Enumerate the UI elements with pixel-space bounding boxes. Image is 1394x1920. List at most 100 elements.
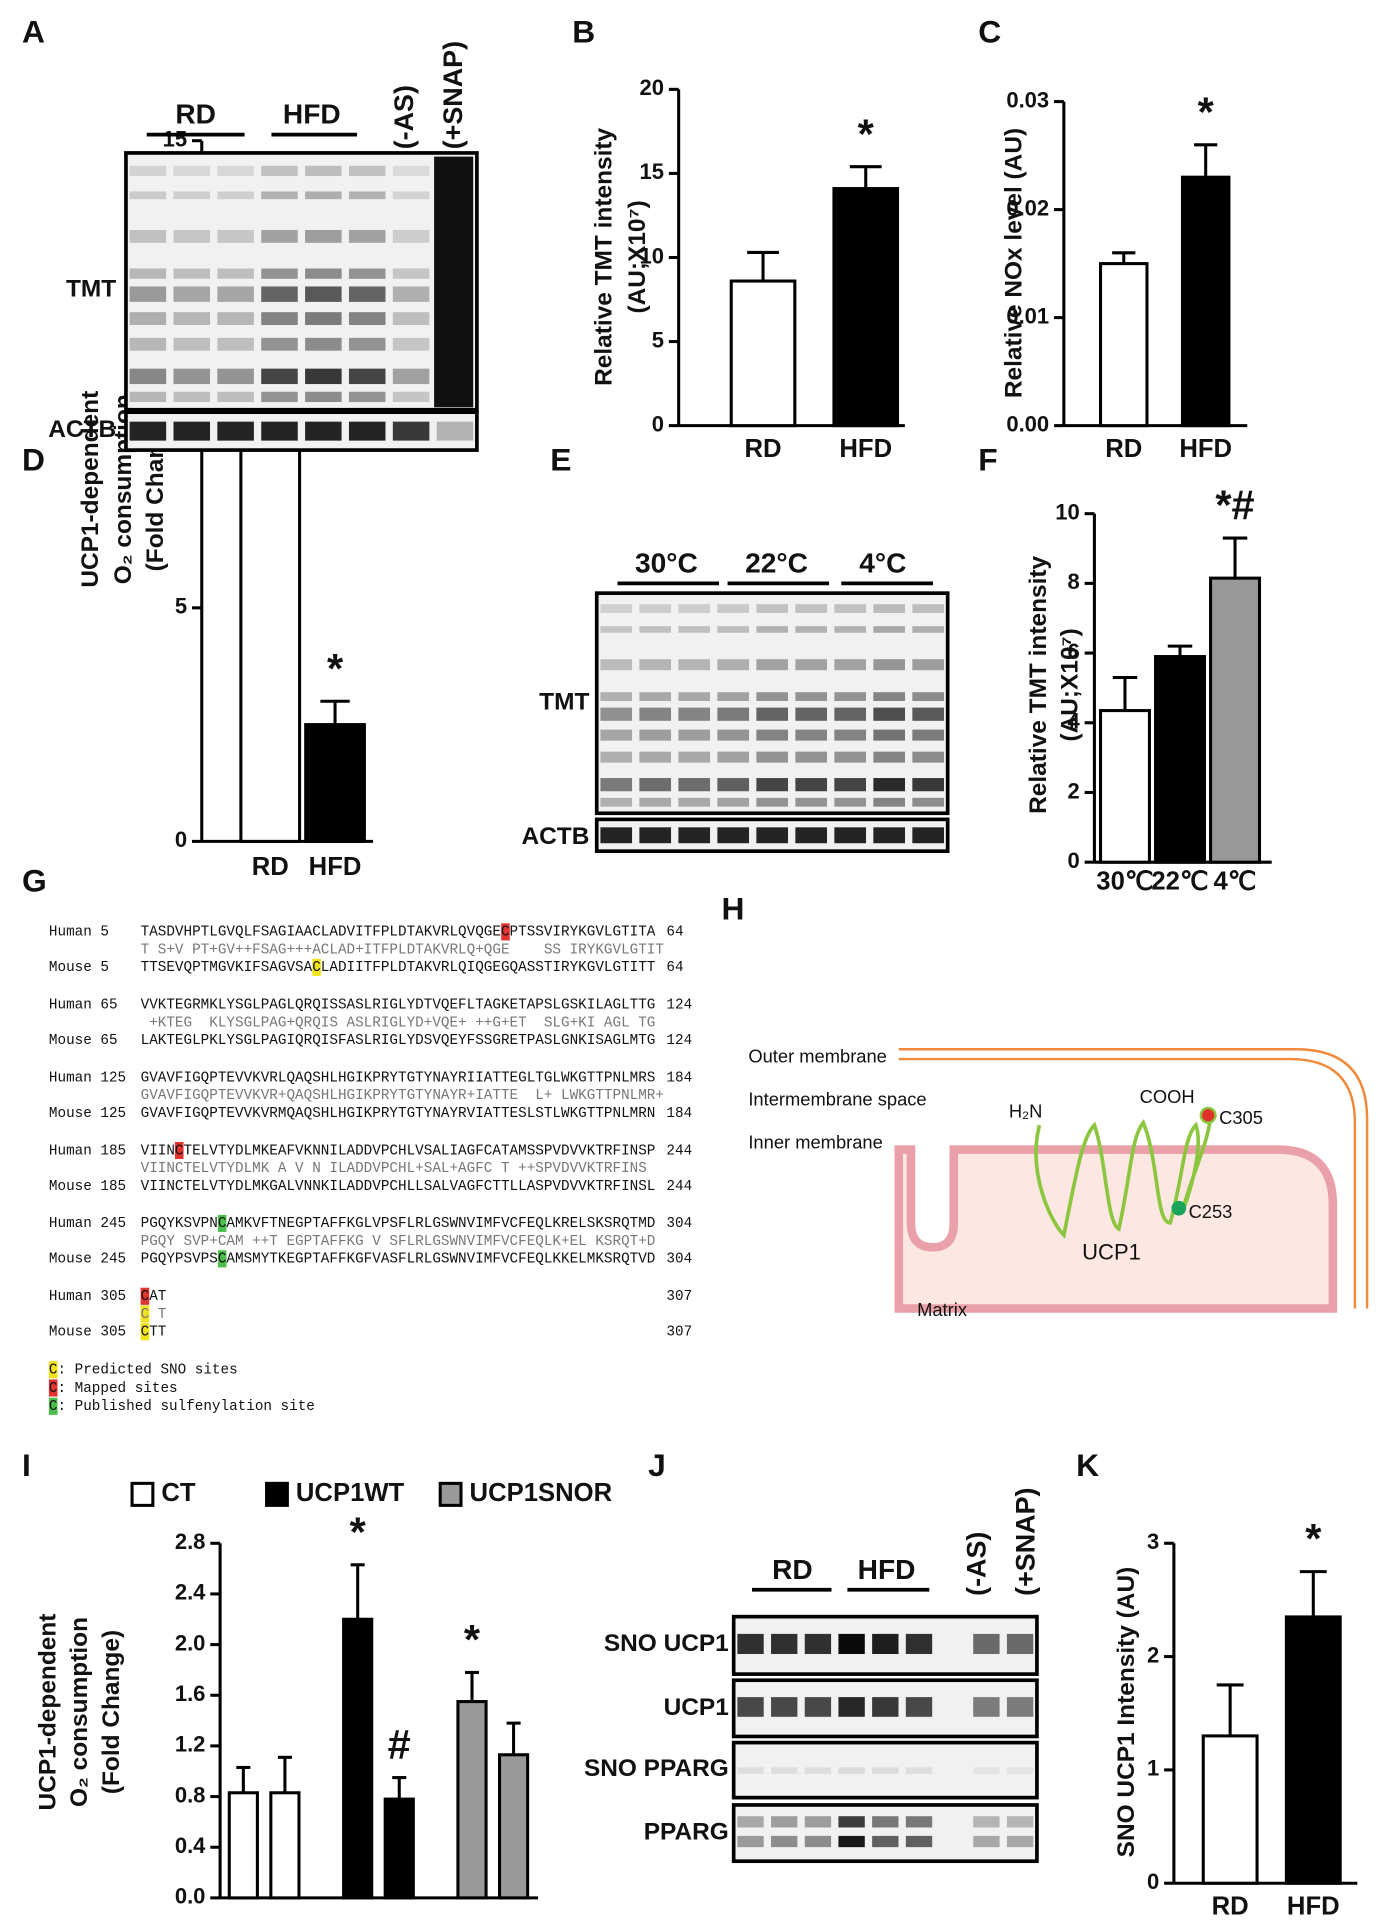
blot-band bbox=[305, 165, 342, 177]
ucp1-chain bbox=[1034, 1112, 1213, 1239]
blot-band bbox=[678, 659, 711, 671]
blot-band bbox=[600, 729, 633, 741]
blot-band bbox=[834, 626, 867, 633]
y-tick-label: 0.03 bbox=[1006, 87, 1049, 112]
blot-band bbox=[912, 797, 945, 807]
blot-band bbox=[905, 1816, 933, 1828]
blot-band bbox=[905, 1835, 933, 1848]
blot-band bbox=[348, 191, 386, 200]
blot-band bbox=[600, 659, 633, 671]
blot-band bbox=[129, 286, 167, 302]
blot-band bbox=[392, 368, 430, 385]
blot-band bbox=[737, 1816, 764, 1828]
annotation: * bbox=[858, 110, 875, 157]
blot-band bbox=[639, 729, 672, 741]
blot-band bbox=[261, 337, 298, 351]
annotation: * bbox=[1198, 88, 1215, 135]
blot-frame bbox=[124, 151, 479, 412]
diagram-label: Outer membrane bbox=[748, 1046, 887, 1067]
blot-band bbox=[905, 1767, 933, 1774]
blot-band bbox=[795, 659, 828, 671]
seq-name: Human 5 bbox=[49, 925, 109, 941]
blot-band bbox=[771, 1697, 798, 1717]
seq-match: +KTEG KLYSGLPAG+QRQIS ASLRIGLYD+VQE+ ++G… bbox=[141, 1015, 656, 1031]
blot-band bbox=[348, 286, 386, 302]
blot-band bbox=[838, 1816, 865, 1828]
blot-band bbox=[873, 692, 906, 702]
x-tick-label: HFD bbox=[1179, 435, 1232, 463]
seq: TASDVHPTLGVQLFSAGIAACLADVITFPLDTAKVRLQVQ… bbox=[141, 925, 656, 941]
y-tick-label: 0 bbox=[1067, 848, 1079, 873]
y-tick-label: 2.8 bbox=[175, 1529, 206, 1554]
blot-band bbox=[600, 778, 633, 792]
bar bbox=[497, 1753, 530, 1900]
y-tick-label: 3 bbox=[1147, 1529, 1159, 1554]
panel-letter: C bbox=[978, 14, 1001, 50]
blot-band bbox=[1006, 1835, 1034, 1848]
blot-band bbox=[678, 797, 711, 807]
blot-band bbox=[872, 1767, 899, 1774]
blot-band bbox=[392, 229, 430, 243]
panel-letter: H bbox=[721, 890, 744, 926]
blot-row-label: SNO UCP1 bbox=[604, 1630, 729, 1657]
blot-band bbox=[217, 191, 254, 200]
blot-band bbox=[873, 604, 906, 613]
seq: VVKTEGRMKLYSGLPAGLQRQISSASLRIGLYDTVQEFLT… bbox=[141, 998, 656, 1014]
blot-band bbox=[717, 707, 750, 721]
blot-band bbox=[305, 286, 342, 302]
blot-lane bbox=[434, 156, 474, 408]
blot-band bbox=[1006, 1633, 1034, 1655]
y-tick-label: 15 bbox=[163, 127, 187, 152]
y-tick-label: 2 bbox=[1147, 1642, 1159, 1667]
legend-swatch bbox=[48, 1361, 58, 1379]
blot-band bbox=[639, 604, 672, 613]
site-highlight bbox=[140, 1287, 150, 1305]
blot-band bbox=[305, 191, 342, 200]
blot-band bbox=[600, 604, 633, 613]
diagram-label: H₂N bbox=[1009, 1101, 1043, 1122]
blot-band bbox=[678, 751, 711, 763]
blot-band bbox=[678, 827, 711, 844]
seq: TTSEVQPTMGVKIFSAGVSACLADIITFPLDTAKVRLQIQ… bbox=[141, 960, 656, 976]
blot-band bbox=[804, 1633, 832, 1655]
y-axis-label: Relative TMT intensity bbox=[591, 127, 618, 385]
blot-band bbox=[912, 827, 945, 844]
blot-band bbox=[717, 729, 750, 741]
blot-band bbox=[756, 797, 789, 807]
seq: VIINCTELVTYDLMKEAFVKNNILADDVPCHLVSALIAGF… bbox=[141, 1143, 656, 1159]
blot-band bbox=[392, 337, 430, 351]
bar bbox=[304, 723, 366, 843]
seq-name: Mouse 125 bbox=[49, 1106, 126, 1122]
blot-band bbox=[305, 421, 342, 441]
bar bbox=[227, 1791, 259, 1900]
y-tick-label: 0.02 bbox=[1006, 195, 1049, 220]
diagram-label: COOH bbox=[1140, 1086, 1195, 1107]
seq-match: GVAVFIGQPTEVVKVR+QAQSHLHGIKPRYTGTYNAYR+I… bbox=[141, 1088, 664, 1104]
x-tick-label: + bbox=[392, 1917, 407, 1920]
blot-band bbox=[639, 797, 672, 807]
blot-band bbox=[392, 421, 430, 441]
y-axis-label: (AU;X10⁷) bbox=[1057, 628, 1084, 741]
blot-band bbox=[217, 337, 254, 351]
blot-band bbox=[804, 1767, 832, 1774]
y-tick-label: 1.2 bbox=[175, 1732, 206, 1757]
seq: LAKTEGLPKLYSGLPAGIQRQISFASLRIGLYDSVQEYFS… bbox=[141, 1033, 656, 1049]
blot-band bbox=[217, 268, 254, 279]
panel-letter: B bbox=[572, 14, 595, 50]
site-highlight bbox=[140, 1305, 150, 1323]
y-axis-label: SNO UCP1 Intensity (AU) bbox=[1113, 1567, 1140, 1858]
blot-band bbox=[129, 312, 167, 325]
blot-band bbox=[873, 707, 906, 721]
x-tick-label: RD bbox=[1105, 435, 1142, 463]
blot-band bbox=[771, 1633, 798, 1655]
y-tick-label: 10 bbox=[1055, 499, 1079, 524]
blot-band bbox=[795, 729, 828, 741]
blot-row-label: PPARG bbox=[644, 1819, 729, 1846]
blot-band bbox=[912, 778, 945, 792]
y-tick-label: 5 bbox=[652, 327, 664, 352]
blot-band bbox=[873, 626, 906, 633]
y-tick-label: 0 bbox=[652, 411, 664, 436]
blot-band bbox=[771, 1816, 798, 1828]
blot-band bbox=[678, 778, 711, 792]
blot-group-label: RD bbox=[175, 99, 216, 130]
